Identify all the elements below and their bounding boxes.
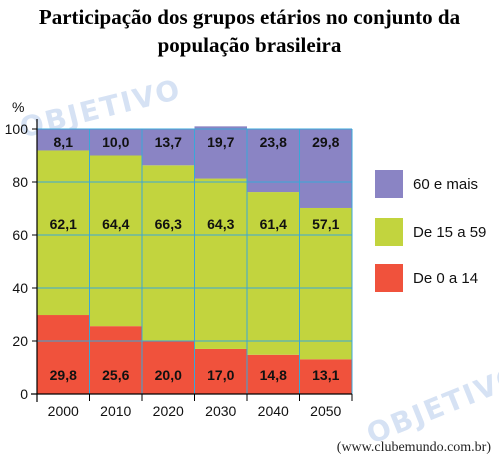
chart-title: Participação dos grupos etários no conju…	[0, 3, 499, 59]
bar-segment-adult-2030	[194, 178, 247, 349]
y-tick-label-0: 0	[20, 386, 28, 402]
bar-segment-young-2040	[247, 354, 300, 394]
legend-label-young: De 0 a 14	[413, 270, 478, 287]
legend-label-adult: De 15 a 59	[413, 224, 486, 241]
data-label-young-2050: 13,1	[312, 367, 339, 383]
grid-group	[37, 128, 353, 394]
bar-segment-adult-2010	[89, 155, 142, 327]
data-label-old-2050: 29,8	[312, 134, 339, 150]
data-label-old-2030: 19,7	[207, 134, 234, 150]
y-tick-label-100: 100	[5, 121, 29, 137]
bar-segment-adult-2020	[142, 165, 195, 341]
x-tick-label-2010: 2010	[100, 403, 131, 419]
legend-swatch-young	[375, 264, 403, 292]
bar-segment-adult-2040	[247, 192, 300, 355]
data-label-adult-2020: 66,3	[155, 216, 182, 232]
legend-label-old: 60 e mais	[413, 176, 478, 193]
y-axis-unit-label: %	[12, 99, 24, 115]
data-label-adult-2040: 61,4	[260, 216, 287, 232]
legend-swatch-old	[375, 170, 403, 198]
y-tick-label-40: 40	[12, 280, 28, 296]
data-label-old-2010: 10,0	[102, 134, 129, 150]
data-label-adult-2050: 57,1	[312, 216, 339, 232]
chart-title-line-2: população brasileira	[157, 33, 342, 57]
data-label-adult-2010: 64,4	[102, 216, 129, 232]
bar-segment-young-2010	[89, 326, 142, 394]
bar-segment-young-2020	[142, 341, 195, 394]
bar-segment-young-2050	[299, 359, 352, 394]
y-tick-label-60: 60	[12, 227, 28, 243]
data-label-young-2030: 17,0	[207, 367, 234, 383]
bar-segment-adult-2000	[37, 150, 90, 316]
data-label-young-2000: 29,8	[50, 367, 77, 383]
data-label-young-2010: 25,6	[102, 367, 129, 383]
x-tick-label-2040: 2040	[258, 403, 289, 419]
bar-segment-young-2000	[37, 315, 90, 394]
data-label-old-2000: 8,1	[54, 134, 74, 150]
bars-group	[37, 126, 352, 394]
legend: 60 e mais De 15 a 59 De 0 a 14	[375, 170, 486, 292]
bar-segment-old-2020	[142, 129, 195, 166]
bar-segment-old-2000	[37, 129, 90, 151]
data-label-adult-2000: 62,1	[50, 216, 77, 232]
y-tick-label-20: 20	[12, 333, 28, 349]
bar-segment-old-2030	[194, 126, 247, 179]
x-tick-label-2030: 2030	[205, 403, 236, 419]
data-labels-group: 29,8 62,1 8,1 25,6 64,4 10,0 20,0 66,3 13,7 17,0 6…	[50, 134, 340, 383]
chart-title-line-1: Participação dos grupos etários no conju…	[38, 5, 461, 29]
data-label-young-2020: 20,0	[155, 367, 182, 383]
data-label-young-2040: 14,8	[260, 367, 287, 383]
x-tick-label-2020: 2020	[153, 403, 184, 419]
y-tick-label-80: 80	[12, 174, 28, 190]
legend-swatch-adult	[375, 218, 403, 246]
source-citation: (www.clubemundo.com.br)	[336, 440, 491, 455]
bar-segment-young-2030	[194, 348, 247, 394]
x-tick-label-2000: 2000	[48, 403, 79, 419]
x-tick-label-2050: 2050	[310, 403, 341, 419]
bar-segment-adult-2050	[299, 207, 352, 360]
data-label-old-2020: 13,7	[155, 134, 182, 150]
bar-segment-old-2050	[299, 129, 352, 208]
data-label-adult-2030: 64,3	[207, 216, 234, 232]
bar-segment-old-2010	[89, 129, 142, 156]
data-label-old-2040: 23,8	[260, 134, 287, 150]
